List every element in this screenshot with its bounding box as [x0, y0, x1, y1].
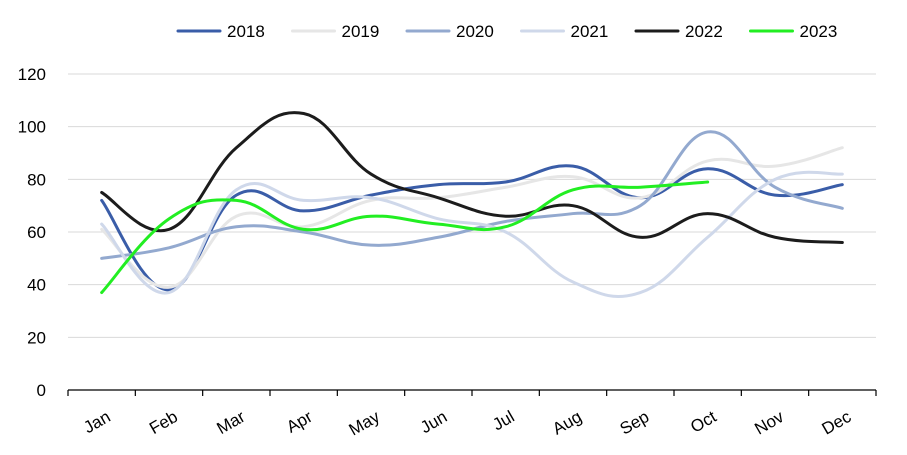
- legend-label-2023: 2023: [800, 22, 838, 41]
- x-axis: Jan Feb Mar Apr May Jun Jul Aug Sep Oct Nov Dec: [67, 389, 877, 440]
- y-tick-label: 60: [27, 223, 46, 242]
- legend-label-2019: 2019: [342, 22, 380, 41]
- series-line-2021: [100, 170, 844, 299]
- y-tick-label: 20: [27, 328, 46, 347]
- x-tick-label: Jul: [489, 407, 517, 434]
- x-tick-label: Dec: [819, 407, 855, 439]
- y-tick-label: 120: [18, 65, 46, 84]
- legend-label-2021: 2021: [571, 22, 609, 41]
- x-tick-label: Mar: [213, 407, 248, 438]
- x-tick-label: Aug: [549, 407, 585, 439]
- series-line-2019: [100, 146, 844, 289]
- x-tick-label: May: [346, 407, 384, 440]
- y-tick-label: 0: [37, 381, 46, 400]
- x-tick-label: Nov: [751, 407, 787, 439]
- legend-label-2020: 2020: [456, 22, 494, 41]
- series-line-2023: [100, 180, 710, 295]
- y-tick-label: 40: [27, 276, 46, 295]
- x-tick-label: Feb: [146, 407, 181, 438]
- y-axis: 0 20 40 60 80 100 120: [18, 65, 46, 400]
- x-tick-label: Apr: [283, 407, 316, 437]
- x-tick-label: Oct: [687, 407, 720, 437]
- x-tick-label: Sep: [617, 407, 653, 439]
- legend: 2018 2019 2020 2021 2022 2023: [176, 22, 838, 41]
- x-tick-label: Jan: [80, 407, 113, 437]
- x-tick-label: Jun: [417, 407, 450, 437]
- legend-label-2018: 2018: [227, 22, 265, 41]
- series-lines: [100, 111, 844, 299]
- series-line-2022: [100, 111, 844, 245]
- y-tick-label: 100: [18, 118, 46, 137]
- legend-label-2022: 2022: [685, 22, 723, 41]
- y-tick-label: 80: [27, 170, 46, 189]
